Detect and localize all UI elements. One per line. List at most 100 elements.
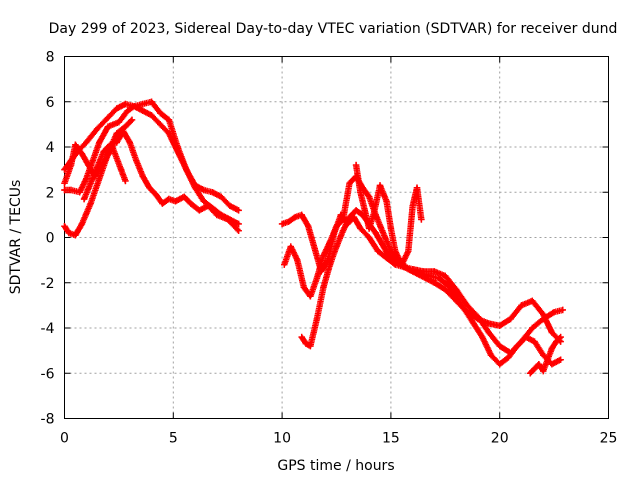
data-point	[298, 333, 305, 341]
y-axis-label: SDTVAR / TECUs	[8, 180, 24, 295]
data-point	[204, 202, 212, 210]
data-point	[148, 112, 155, 119]
data-point	[148, 98, 155, 105]
data-point	[485, 329, 493, 336]
data-point	[67, 161, 75, 169]
data-point	[435, 275, 442, 282]
data-point	[461, 306, 469, 314]
data-point	[302, 340, 310, 348]
data-point	[307, 342, 314, 350]
y-tick-label: 4	[46, 140, 55, 156]
data-point	[485, 320, 493, 327]
data-point	[409, 202, 416, 210]
data-point	[300, 284, 308, 291]
data-point	[281, 261, 288, 268]
data-point	[365, 225, 373, 232]
data-point	[365, 234, 373, 241]
data-point	[294, 256, 301, 264]
data-point	[96, 139, 103, 146]
data-point	[104, 123, 112, 130]
y-tick-label: 8	[46, 50, 55, 66]
data-point	[130, 103, 138, 110]
data-point	[224, 216, 231, 223]
data-point	[405, 247, 412, 255]
data-point	[357, 225, 364, 232]
data-point	[426, 272, 434, 280]
data-point	[540, 351, 547, 359]
x-axis-label: GPS time / hours	[277, 458, 394, 474]
data-point	[357, 189, 364, 196]
data-point	[200, 198, 207, 205]
data-point	[398, 261, 405, 268]
data-point	[557, 333, 564, 341]
x-tick-label: 20	[491, 431, 509, 447]
data-point	[470, 320, 477, 327]
data-point	[529, 324, 536, 332]
data-point	[346, 180, 353, 187]
data-point	[80, 195, 88, 203]
data-point	[152, 191, 160, 198]
x-tick-label: 25	[600, 431, 618, 447]
data-point	[385, 252, 392, 259]
series-track-e	[80, 127, 242, 234]
data-point	[522, 333, 530, 341]
data-point	[165, 116, 173, 124]
data-point	[120, 127, 127, 135]
data-point	[544, 356, 551, 363]
data-point	[174, 143, 181, 151]
data-point	[479, 333, 486, 341]
data-point	[61, 180, 68, 187]
data-point	[418, 270, 425, 277]
data-point	[187, 200, 194, 207]
data-point	[376, 182, 384, 189]
data-point	[106, 141, 114, 148]
data-point	[540, 367, 547, 375]
data-point	[128, 116, 136, 124]
data-point	[548, 329, 556, 336]
data-point	[61, 222, 68, 230]
data-point	[83, 139, 90, 146]
data-point	[183, 166, 190, 173]
data-point	[320, 284, 327, 291]
chart-title: Day 299 of 2023, Sidereal Day-to-day VTE…	[49, 21, 618, 37]
data-point	[311, 245, 318, 253]
data-point	[200, 186, 207, 194]
y-tick-label: -2	[41, 276, 55, 292]
data-point	[507, 315, 514, 323]
data-point	[535, 361, 543, 368]
data-point	[78, 150, 86, 157]
data-points	[61, 98, 567, 377]
data-point	[87, 200, 94, 207]
data-point	[65, 229, 73, 237]
data-point	[235, 227, 242, 234]
x-tick-label: 5	[169, 431, 178, 447]
data-point	[180, 193, 188, 200]
data-point	[139, 100, 147, 108]
data-point	[113, 105, 120, 112]
data-point	[559, 306, 567, 314]
data-point	[217, 193, 225, 200]
data-point	[157, 109, 164, 117]
data-point	[72, 141, 79, 148]
x-tick-label: 10	[273, 431, 291, 447]
data-point	[133, 157, 140, 164]
data-point	[529, 297, 536, 305]
data-point	[209, 189, 216, 196]
y-tick-label: 0	[46, 231, 55, 247]
data-point	[413, 184, 421, 191]
data-point	[540, 311, 547, 318]
data-point	[157, 121, 164, 128]
data-point	[474, 315, 482, 323]
data-point	[326, 238, 334, 246]
data-point	[104, 114, 112, 121]
data-point	[553, 338, 560, 345]
data-point	[139, 173, 147, 180]
data-point	[387, 225, 395, 232]
data-point	[285, 218, 292, 225]
data-point	[67, 186, 75, 194]
data-point	[339, 216, 347, 223]
data-point	[326, 261, 334, 268]
series-marks	[80, 128, 242, 234]
data-point	[83, 175, 90, 182]
